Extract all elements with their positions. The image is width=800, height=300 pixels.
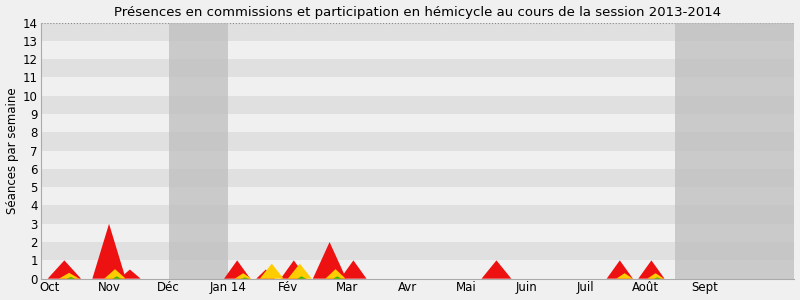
- Bar: [735, 22, 794, 279]
- Bar: [41, 169, 794, 187]
- Polygon shape: [482, 260, 511, 279]
- Bar: [41, 132, 794, 151]
- Polygon shape: [260, 264, 284, 279]
- Polygon shape: [256, 269, 275, 279]
- Bar: [41, 224, 794, 242]
- Bar: [675, 22, 735, 279]
- Title: Présences en commissions et participation en hémicycle au cours de la session 20: Présences en commissions et participatio…: [114, 6, 721, 19]
- Polygon shape: [224, 260, 250, 279]
- Bar: [169, 22, 228, 279]
- Polygon shape: [281, 260, 307, 279]
- Polygon shape: [606, 260, 633, 279]
- Bar: [41, 77, 794, 96]
- Bar: [41, 41, 794, 59]
- Polygon shape: [113, 276, 121, 279]
- Polygon shape: [48, 260, 81, 279]
- Polygon shape: [119, 269, 141, 279]
- Bar: [41, 96, 794, 114]
- Bar: [41, 151, 794, 169]
- Bar: [41, 242, 794, 260]
- Polygon shape: [326, 269, 346, 279]
- Polygon shape: [234, 273, 251, 279]
- Polygon shape: [333, 276, 342, 279]
- Bar: [41, 59, 794, 77]
- Polygon shape: [638, 260, 665, 279]
- Polygon shape: [104, 269, 126, 279]
- Polygon shape: [242, 278, 249, 279]
- Polygon shape: [298, 276, 306, 279]
- Polygon shape: [66, 277, 75, 279]
- Polygon shape: [313, 242, 346, 279]
- Bar: [41, 206, 794, 224]
- Bar: [41, 114, 794, 132]
- Y-axis label: Séances par semaine: Séances par semaine: [6, 87, 18, 214]
- Polygon shape: [654, 278, 661, 279]
- Polygon shape: [59, 273, 79, 279]
- Bar: [41, 187, 794, 206]
- Polygon shape: [616, 273, 633, 279]
- Polygon shape: [340, 260, 366, 279]
- Polygon shape: [647, 273, 664, 279]
- Polygon shape: [288, 264, 312, 279]
- Bar: [41, 22, 794, 41]
- Bar: [41, 260, 794, 279]
- Polygon shape: [92, 224, 126, 279]
